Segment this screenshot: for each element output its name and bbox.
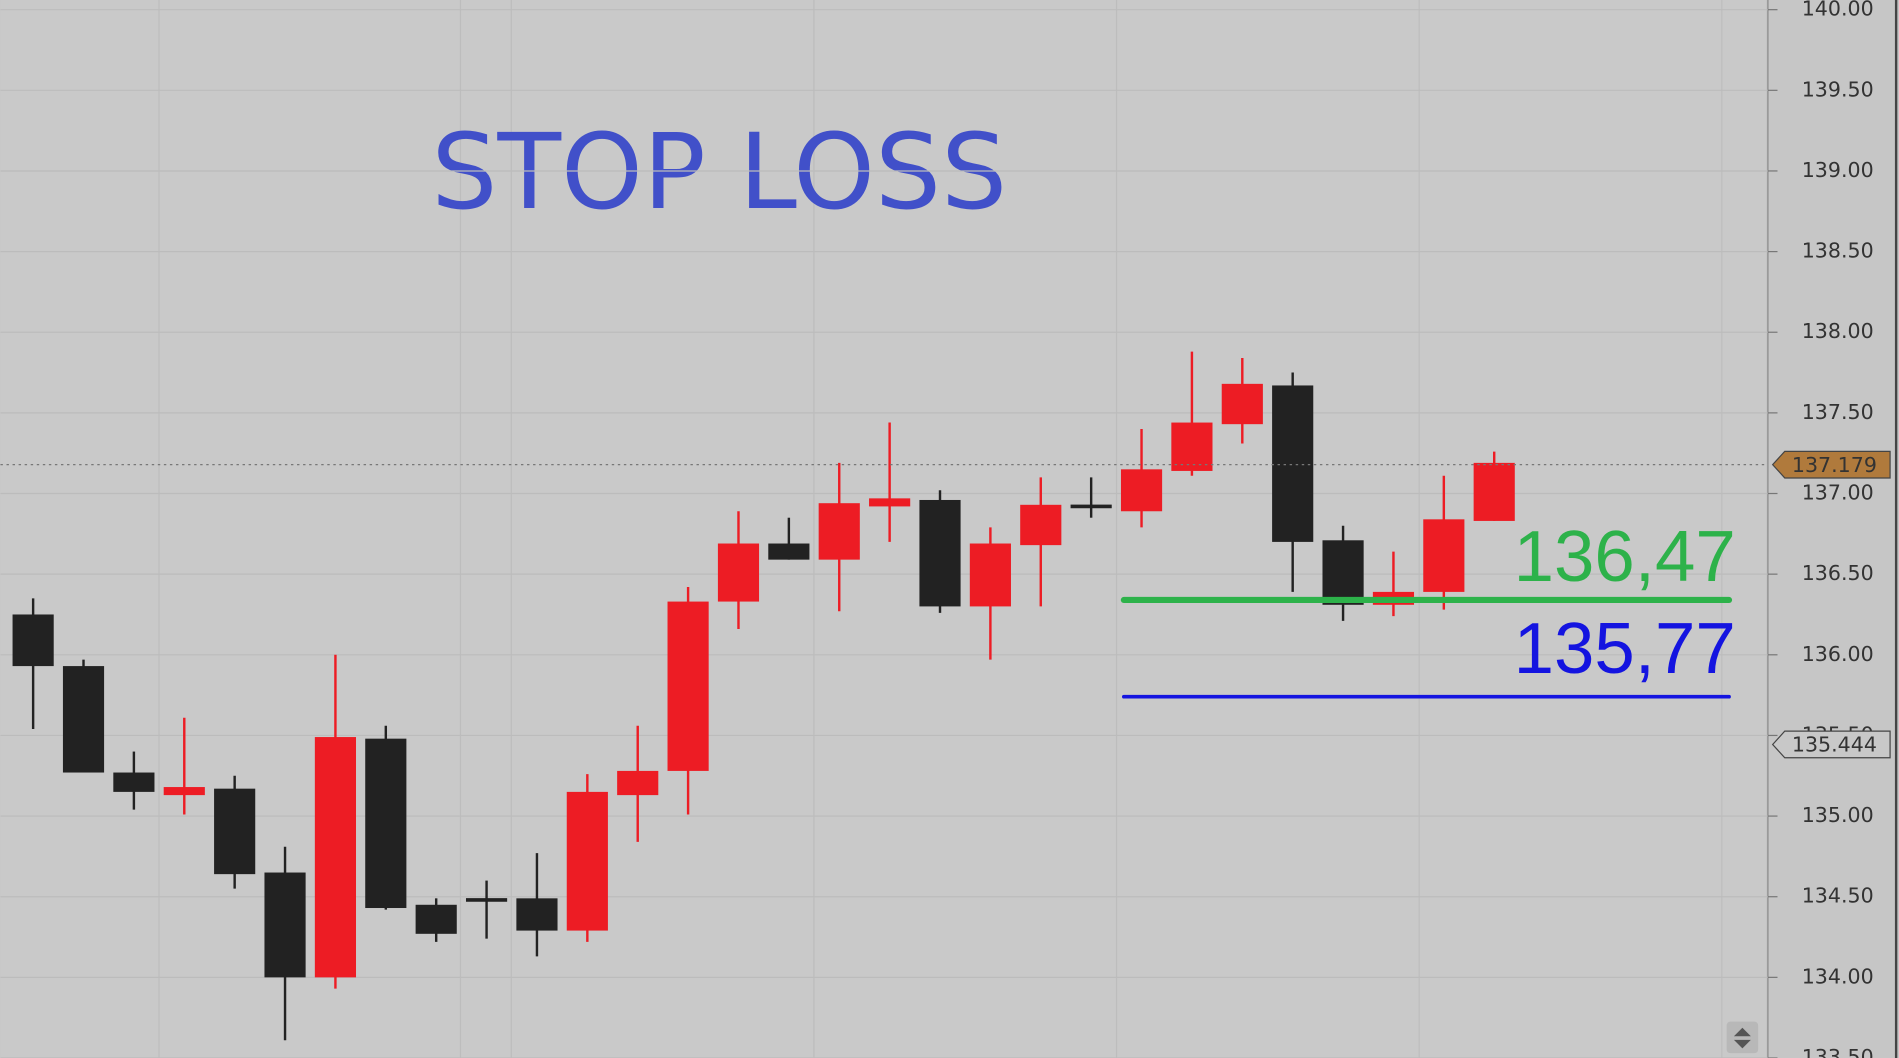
- candle-body: [1322, 540, 1364, 605]
- candle-body: [1423, 519, 1465, 592]
- y-tick-label: 138.50: [1802, 239, 1874, 263]
- candle-body: [969, 543, 1011, 607]
- y-tick-label: 134.00: [1802, 964, 1874, 988]
- candle-body: [264, 872, 306, 978]
- candle-body: [415, 904, 457, 934]
- level-label: 136,47: [1514, 516, 1736, 597]
- level-label: 135,77: [1514, 608, 1736, 689]
- candle-body: [768, 543, 810, 560]
- candle-body: [1221, 383, 1263, 425]
- candle-body: [113, 772, 155, 792]
- y-tick-label: 139.00: [1802, 158, 1874, 182]
- chart-title: STOP LOSS: [431, 111, 1007, 233]
- y-tick-label: 135.00: [1802, 803, 1874, 827]
- candle-body: [667, 601, 709, 771]
- candle-body: [214, 788, 256, 875]
- candle-body: [617, 770, 659, 796]
- candle-body: [869, 498, 911, 507]
- y-tick-label: 136.50: [1802, 561, 1874, 585]
- candle-body: [365, 738, 407, 909]
- y-tick-label: 140.00: [1802, 0, 1874, 21]
- y-tick-label: 139.50: [1802, 77, 1874, 101]
- axis-panel: [1767, 0, 1899, 1058]
- y-tick-label: 133.50: [1802, 1045, 1874, 1058]
- y-tick-label: 134.50: [1802, 884, 1874, 908]
- candle-body: [566, 791, 608, 931]
- scroll-icon: [1726, 1021, 1759, 1054]
- candle-body: [1020, 504, 1062, 546]
- y-tick-label: 137.50: [1802, 400, 1874, 424]
- candle-body: [465, 898, 508, 902]
- time-grid: [158, 0, 1723, 1058]
- price-tag: [1771, 730, 1891, 759]
- candle-body: [163, 787, 205, 796]
- y-tick-label: 137.00: [1802, 481, 1874, 505]
- candle-body: [1120, 469, 1163, 512]
- y-tick-label: 138.00: [1802, 319, 1874, 343]
- candle-body: [1171, 422, 1213, 471]
- price-tag: [1771, 450, 1891, 479]
- candle-body: [818, 503, 860, 560]
- candle-body: [1070, 504, 1112, 509]
- candle-body: [919, 499, 961, 607]
- candle-body: [62, 666, 105, 773]
- candle-body: [1473, 462, 1515, 521]
- candle-body: [314, 737, 357, 978]
- price-tag-label: 135.444: [1792, 733, 1877, 757]
- candle-body: [717, 543, 760, 602]
- candle-body: [516, 898, 558, 931]
- candle-body: [12, 614, 54, 667]
- price-tag-label: 137.179: [1792, 453, 1877, 477]
- candle-body: [1272, 385, 1314, 542]
- y-tick-label: 136.00: [1802, 642, 1874, 666]
